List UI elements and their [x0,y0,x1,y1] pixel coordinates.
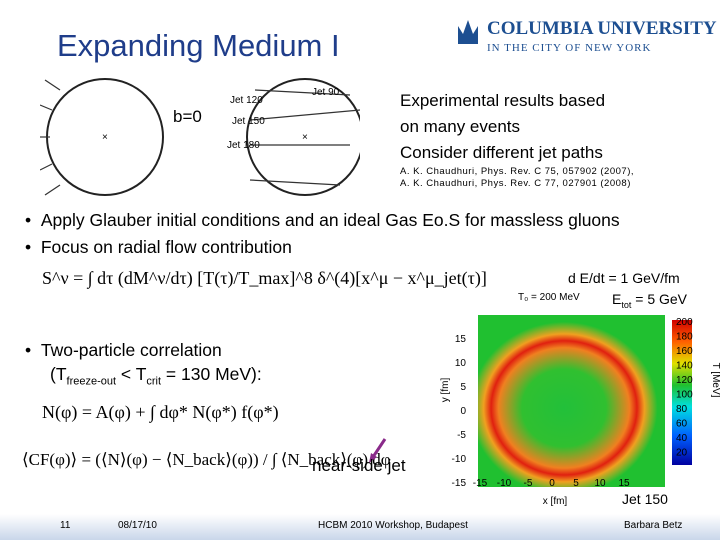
colorbar-tick-label: 20 [676,448,688,459]
colorbar-tick-label: 120 [676,375,693,386]
y-tick-label: -5 [457,430,466,441]
formula: ⟨CF(φ)⟩ = (⟨N⟩(φ) − ⟨N_back⟩(φ)) / ∫ ⟨N_… [22,450,391,469]
bullet-text: Focus on radial flow contribution [40,237,292,257]
colorbar-tick-label: 100 [676,390,693,401]
jet-label: Jet 150 [232,116,265,127]
y-tick-label: 15 [455,334,467,345]
y-tick-label: 5 [460,382,466,393]
logo-crown [458,20,478,44]
bullet: • Focus on radial flow contribution [25,237,292,257]
logo-sub: IN THE CITY OF NEW YORK [487,42,652,54]
colorbar-tick-label: 40 [676,433,688,444]
arrow [369,438,387,463]
note-line: Consider different jet paths [400,143,603,162]
ref: A. K. Chaudhuri, Phys. Rev. C 77, 027901… [400,178,631,189]
x-tick-label: -10 [497,478,512,489]
caption: Jet 150 [622,491,668,507]
bullet-text: Two-particle correlation [40,340,222,360]
correlation: • Two-particle correlation (Tfreeze-out … [25,338,262,394]
y-axis-label: y [fm] [440,378,451,403]
colorbar-label: T [MeV] [710,363,720,398]
y-tick-label: 10 [455,358,467,369]
plot-label: d E/dt = 1 GeV/fm [568,270,680,286]
bullet-text: Apply Glauber initial conditions and an … [40,210,620,230]
formula: N(φ) = A(φ) + ∫ dφ* N(φ*) f(φ*) [42,402,279,422]
svg-text:×: × [302,132,308,143]
y-tick-label: 0 [460,406,466,417]
title: Expanding Medium I [57,28,340,63]
bullet: • Apply Glauber initial conditions and a… [25,210,620,230]
x-axis-label: x [fm] [543,496,568,507]
footer [0,514,720,540]
note-line: on many events [400,117,521,136]
x-tick-label: 10 [594,478,606,489]
formula: S^ν = ∫ dτ (dM^ν/dτ) [T(τ)/T_max]^8 δ^(4… [42,268,487,288]
svg-text:×: × [102,132,108,143]
colorbar-tick-label: 80 [676,404,688,415]
colorbar-tick-label: 60 [676,419,688,430]
jet-diagram: × × b=0 Jet 90 Jet 120 Jet 150 Jet 180 [40,78,360,196]
plot-label: Etot = 5 GeV [612,291,688,310]
plot-label: T₀ = 200 MeV [518,292,580,303]
footer-text: HCBM 2010 Workshop, Budapest [318,520,468,531]
annotation: near-side jet [312,456,406,475]
colorbar-tick-label: 200 [676,317,693,328]
impact-label: b=0 [173,107,202,126]
ref: A. K. Chaudhuri, Phys. Rev. C 75, 057902… [400,166,634,177]
jet-label: Jet 180 [227,140,260,151]
refs: A. K. Chaudhuri, Phys. Rev. C 75, 057902… [400,166,634,190]
x-tick-label: -5 [524,478,533,489]
colorbar-tick-label: 140 [676,361,693,372]
temperature-map: -15 -10 -5 0 5 10 15 15 10 5 0 -5 -10 -15 200 180 160 140… [440,315,720,507]
note-line: Experimental results based [400,91,606,110]
x-tick-label: 0 [549,478,555,489]
jet-label: Jet 90 [312,87,340,98]
bullets: • Apply Glauber initial conditions and a… [25,207,620,261]
x-tick-label: 5 [573,478,579,489]
bullet-text: (Tfreeze-out < Tcrit = 130 MeV): [50,364,262,388]
logo-name: COLUMBIA UNIVERSITY [487,18,717,39]
y-tick-label: -10 [452,454,467,465]
footer-text: Barbara Betz [624,520,683,531]
x-tick-label: 15 [618,478,630,489]
notes: Experimental results based on many event… [400,88,605,166]
y-tick-label: -15 [452,478,467,489]
footer-text: 08/17/10 [118,520,157,531]
colorbar-tick-label: 160 [676,346,693,357]
colorbar-tick-label: 180 [676,332,693,343]
jet-label: Jet 120 [230,95,263,106]
footer-text: 11 [60,520,71,531]
x-tick-label: -15 [473,478,488,489]
